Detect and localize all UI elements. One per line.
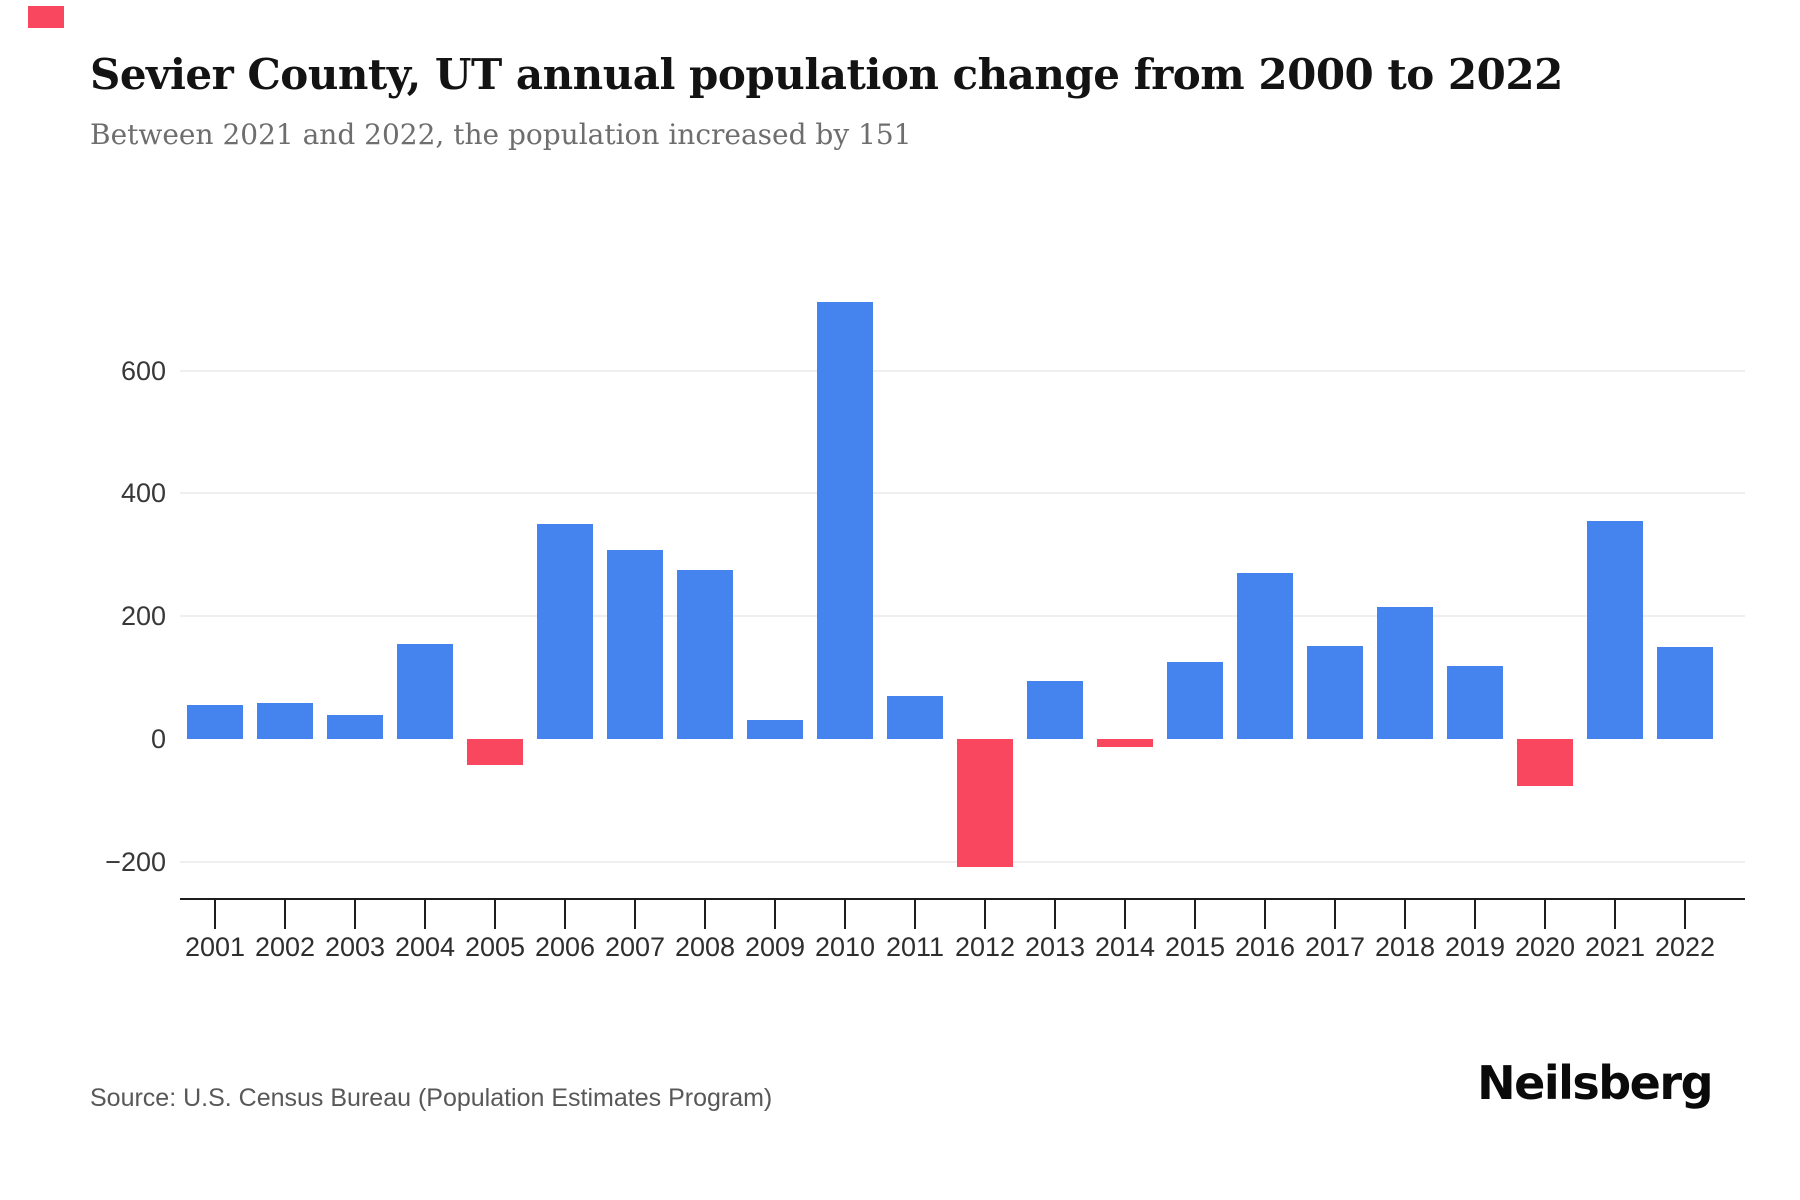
x-axis-line	[180, 898, 1745, 900]
bar-2003[interactable]	[327, 715, 383, 740]
bar-2016[interactable]	[1237, 572, 1293, 740]
bar-2012[interactable]	[957, 739, 1013, 867]
bar-2020[interactable]	[1517, 739, 1573, 786]
x-axis-tick-2001	[214, 900, 216, 929]
x-axis-label-2010: 2010	[814, 932, 876, 962]
x-axis-label-2013: 2013	[1024, 932, 1086, 962]
y-axis-label--200: −200	[105, 847, 166, 878]
bar-2010[interactable]	[817, 302, 873, 740]
x-axis-label-2004: 2004	[394, 932, 456, 962]
x-axis-tick-2021	[1614, 900, 1616, 929]
x-axis-tick-2008	[704, 900, 706, 929]
x-axis-label-2009: 2009	[744, 932, 806, 962]
x-axis-tick-2012	[984, 900, 986, 929]
bar-2011[interactable]	[887, 696, 943, 740]
bar-2004[interactable]	[397, 644, 453, 740]
bar-2009[interactable]	[747, 720, 803, 740]
x-axis-tick-2018	[1404, 900, 1406, 929]
bar-2019[interactable]	[1447, 666, 1503, 740]
x-axis-tick-2020	[1544, 900, 1546, 929]
bar-2002[interactable]	[257, 703, 313, 740]
x-axis-label-2007: 2007	[604, 932, 666, 962]
y-axis-label-400: 400	[120, 478, 166, 509]
x-axis-label-2006: 2006	[534, 932, 596, 962]
x-axis-tick-2009	[774, 900, 776, 929]
x-axis-label-2019: 2019	[1444, 932, 1506, 962]
x-axis-tick-2006	[564, 900, 566, 929]
x-axis-label-2018: 2018	[1374, 932, 1436, 962]
x-axis-label-2016: 2016	[1234, 932, 1296, 962]
bar-2005[interactable]	[467, 739, 523, 766]
x-axis-label-2017: 2017	[1304, 932, 1366, 962]
x-axis-label-2011: 2011	[885, 932, 945, 962]
chart-title: Sevier County, UT annual population chan…	[90, 50, 1563, 99]
x-axis-label-2001: 2001	[184, 932, 246, 962]
x-axis-tick-2004	[424, 900, 426, 929]
x-axis-tick-2022	[1684, 900, 1686, 929]
gridline-600	[180, 369, 1745, 372]
y-axis-label-600: 600	[120, 355, 166, 386]
x-axis-tick-2013	[1054, 900, 1056, 929]
bar-2006[interactable]	[537, 523, 593, 740]
x-axis-label-2020: 2020	[1514, 932, 1576, 962]
gridline-400	[180, 492, 1745, 495]
bar-2017[interactable]	[1307, 645, 1363, 740]
x-axis-label-2012: 2012	[954, 932, 1016, 962]
red-corner-mark	[28, 6, 64, 28]
chart-subtitle: Between 2021 and 2022, the population in…	[90, 118, 912, 151]
source-note: Source: U.S. Census Bureau (Population E…	[90, 1084, 773, 1112]
x-axis-tick-2014	[1124, 900, 1126, 929]
x-axis-label-2022: 2022	[1654, 932, 1716, 962]
x-axis-label-2005: 2005	[464, 932, 526, 962]
bar-2021[interactable]	[1587, 520, 1643, 740]
neilsberg-logo: Neilsberg	[1477, 1056, 1713, 1110]
x-axis-label-2021: 2021	[1584, 932, 1646, 962]
bar-2022[interactable]	[1657, 646, 1713, 740]
x-axis-tick-2002	[284, 900, 286, 929]
x-axis-tick-2017	[1334, 900, 1336, 929]
x-axis-tick-2016	[1264, 900, 1266, 929]
bar-2001[interactable]	[187, 705, 243, 740]
y-axis-label-200: 200	[120, 601, 166, 632]
x-axis-label-2008: 2008	[674, 932, 736, 962]
bar-2015[interactable]	[1167, 662, 1223, 740]
bar-2014[interactable]	[1097, 739, 1153, 747]
y-axis-label-0: 0	[150, 724, 166, 755]
x-axis-tick-2005	[494, 900, 496, 929]
x-axis-tick-2010	[844, 900, 846, 929]
bar-2007[interactable]	[607, 550, 663, 740]
bar-2013[interactable]	[1027, 680, 1083, 740]
x-axis-label-2003: 2003	[324, 932, 386, 962]
bar-2008[interactable]	[677, 570, 733, 740]
x-axis-label-2014: 2014	[1094, 932, 1156, 962]
x-axis-tick-2011	[914, 900, 916, 929]
x-axis-label-2002: 2002	[254, 932, 316, 962]
x-axis-tick-2015	[1194, 900, 1196, 929]
bar-2018[interactable]	[1377, 606, 1433, 740]
gridline-200	[180, 615, 1745, 618]
x-axis-label-2015: 2015	[1164, 932, 1226, 962]
x-axis-tick-2003	[354, 900, 356, 929]
x-axis-tick-2007	[634, 900, 636, 929]
x-axis-tick-2019	[1474, 900, 1476, 929]
